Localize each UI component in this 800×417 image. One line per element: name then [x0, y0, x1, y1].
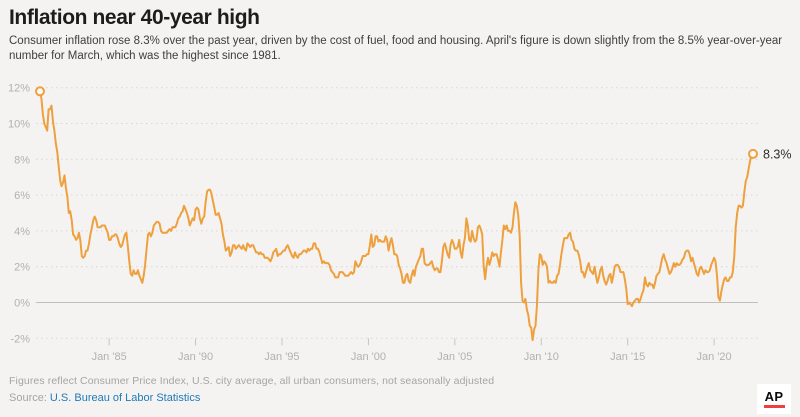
page-title: Inflation near 40-year high — [9, 6, 260, 29]
source-link[interactable]: U.S. Bureau of Labor Statistics — [49, 392, 201, 404]
header: Inflation near 40-year high Consumer inf… — [9, 6, 791, 63]
y-axis-tick-label: 10% — [8, 119, 30, 131]
series-end-marker — [748, 148, 758, 159]
x-axis-tick-label: Jan '15 — [610, 351, 645, 363]
y-axis-tick-label: 12% — [8, 83, 30, 95]
y-axis-tick-label: 0% — [14, 298, 30, 310]
y-axis-tick-label: 4% — [14, 226, 30, 238]
x-axis-tick-label: Jan '05 — [437, 351, 472, 363]
source-line: Source: U.S. Bureau of Labor Statistics — [9, 392, 200, 404]
x-axis-tick-label: Jan '10 — [524, 351, 559, 363]
y-axis-tick-label: 6% — [14, 190, 30, 202]
x-axis-tick-label: Jan '85 — [92, 351, 127, 363]
x-axis-tick-label: Jan '20 — [697, 351, 732, 363]
chart-canvas: 12% 10% 8% 6% 4% 2% 0% -2% Jan '85 Jan '90 Jan '95… — [8, 83, 792, 363]
ap-logo-text: AP — [764, 389, 784, 404]
x-axis-tick-label: Jan '95 — [264, 351, 299, 363]
y-axis-tick-label: 8% — [14, 154, 30, 166]
y-axis-tick-label: 2% — [14, 262, 30, 274]
footnote: Figures reflect Consumer Price Index, U.… — [9, 375, 495, 387]
source-label: Source: — [9, 392, 47, 404]
inflation-line-chart: 12% 10% 8% 6% 4% 2% 0% -2% Jan '85 Jan '90 Jan '95… — [0, 72, 800, 368]
x-axis-tick-label: Jan '00 — [351, 351, 386, 363]
current-value-label: 8.3% — [763, 147, 792, 161]
x-axis-tick-label: Jan '90 — [178, 351, 213, 363]
subtitle: Consumer inflation rose 8.3% over the pa… — [9, 35, 783, 62]
ap-logo-red-bar — [763, 405, 785, 408]
ap-logo: AP — [757, 384, 791, 414]
series-start-marker — [35, 86, 45, 97]
inflation-line — [39, 90, 754, 342]
y-axis-tick-label: -2% — [10, 333, 30, 345]
